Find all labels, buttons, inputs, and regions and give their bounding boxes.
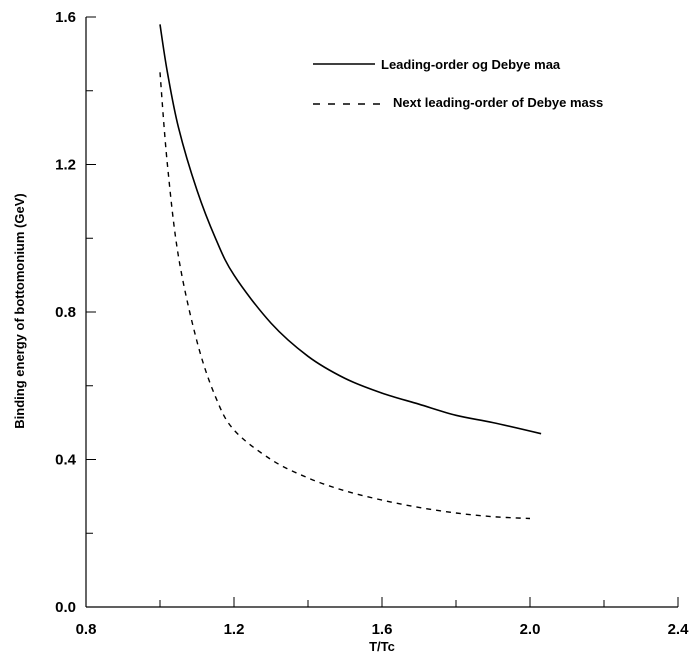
y-tick-label: 0.4 — [55, 452, 77, 469]
legend-label-leading-order: Leading-order og Debye maa — [381, 57, 561, 72]
y-tick-label: 1.6 — [55, 9, 76, 26]
legend: Leading-order og Debye maa Next leading-… — [313, 57, 603, 110]
y-axis-title: Binding energy of bottomonium (GeV) — [12, 193, 27, 428]
x-tick-label: 2.0 — [520, 621, 541, 638]
x-tick-label: 2.4 — [668, 621, 690, 638]
x-tick-label: 1.6 — [372, 621, 393, 638]
x-tick-label: 1.2 — [224, 621, 245, 638]
x-axis-title: T/Tc — [369, 639, 395, 654]
x-tick-label: 0.8 — [76, 621, 97, 638]
y-tick-label: 0.8 — [55, 304, 76, 321]
axis-ticks: 0.8 1.2 1.6 2.0 2.4 0.0 0.4 0.8 1.2 1.6 — [55, 9, 689, 638]
series-layer — [159, 24, 542, 520]
series-line-next-leading-order — [159, 72, 531, 520]
series-line-leading-order — [159, 24, 542, 435]
y-tick-label: 1.2 — [55, 157, 76, 174]
y-tick-label: 0.0 — [55, 599, 76, 616]
legend-label-next-leading-order: Next leading-order of Debye mass — [393, 95, 603, 110]
